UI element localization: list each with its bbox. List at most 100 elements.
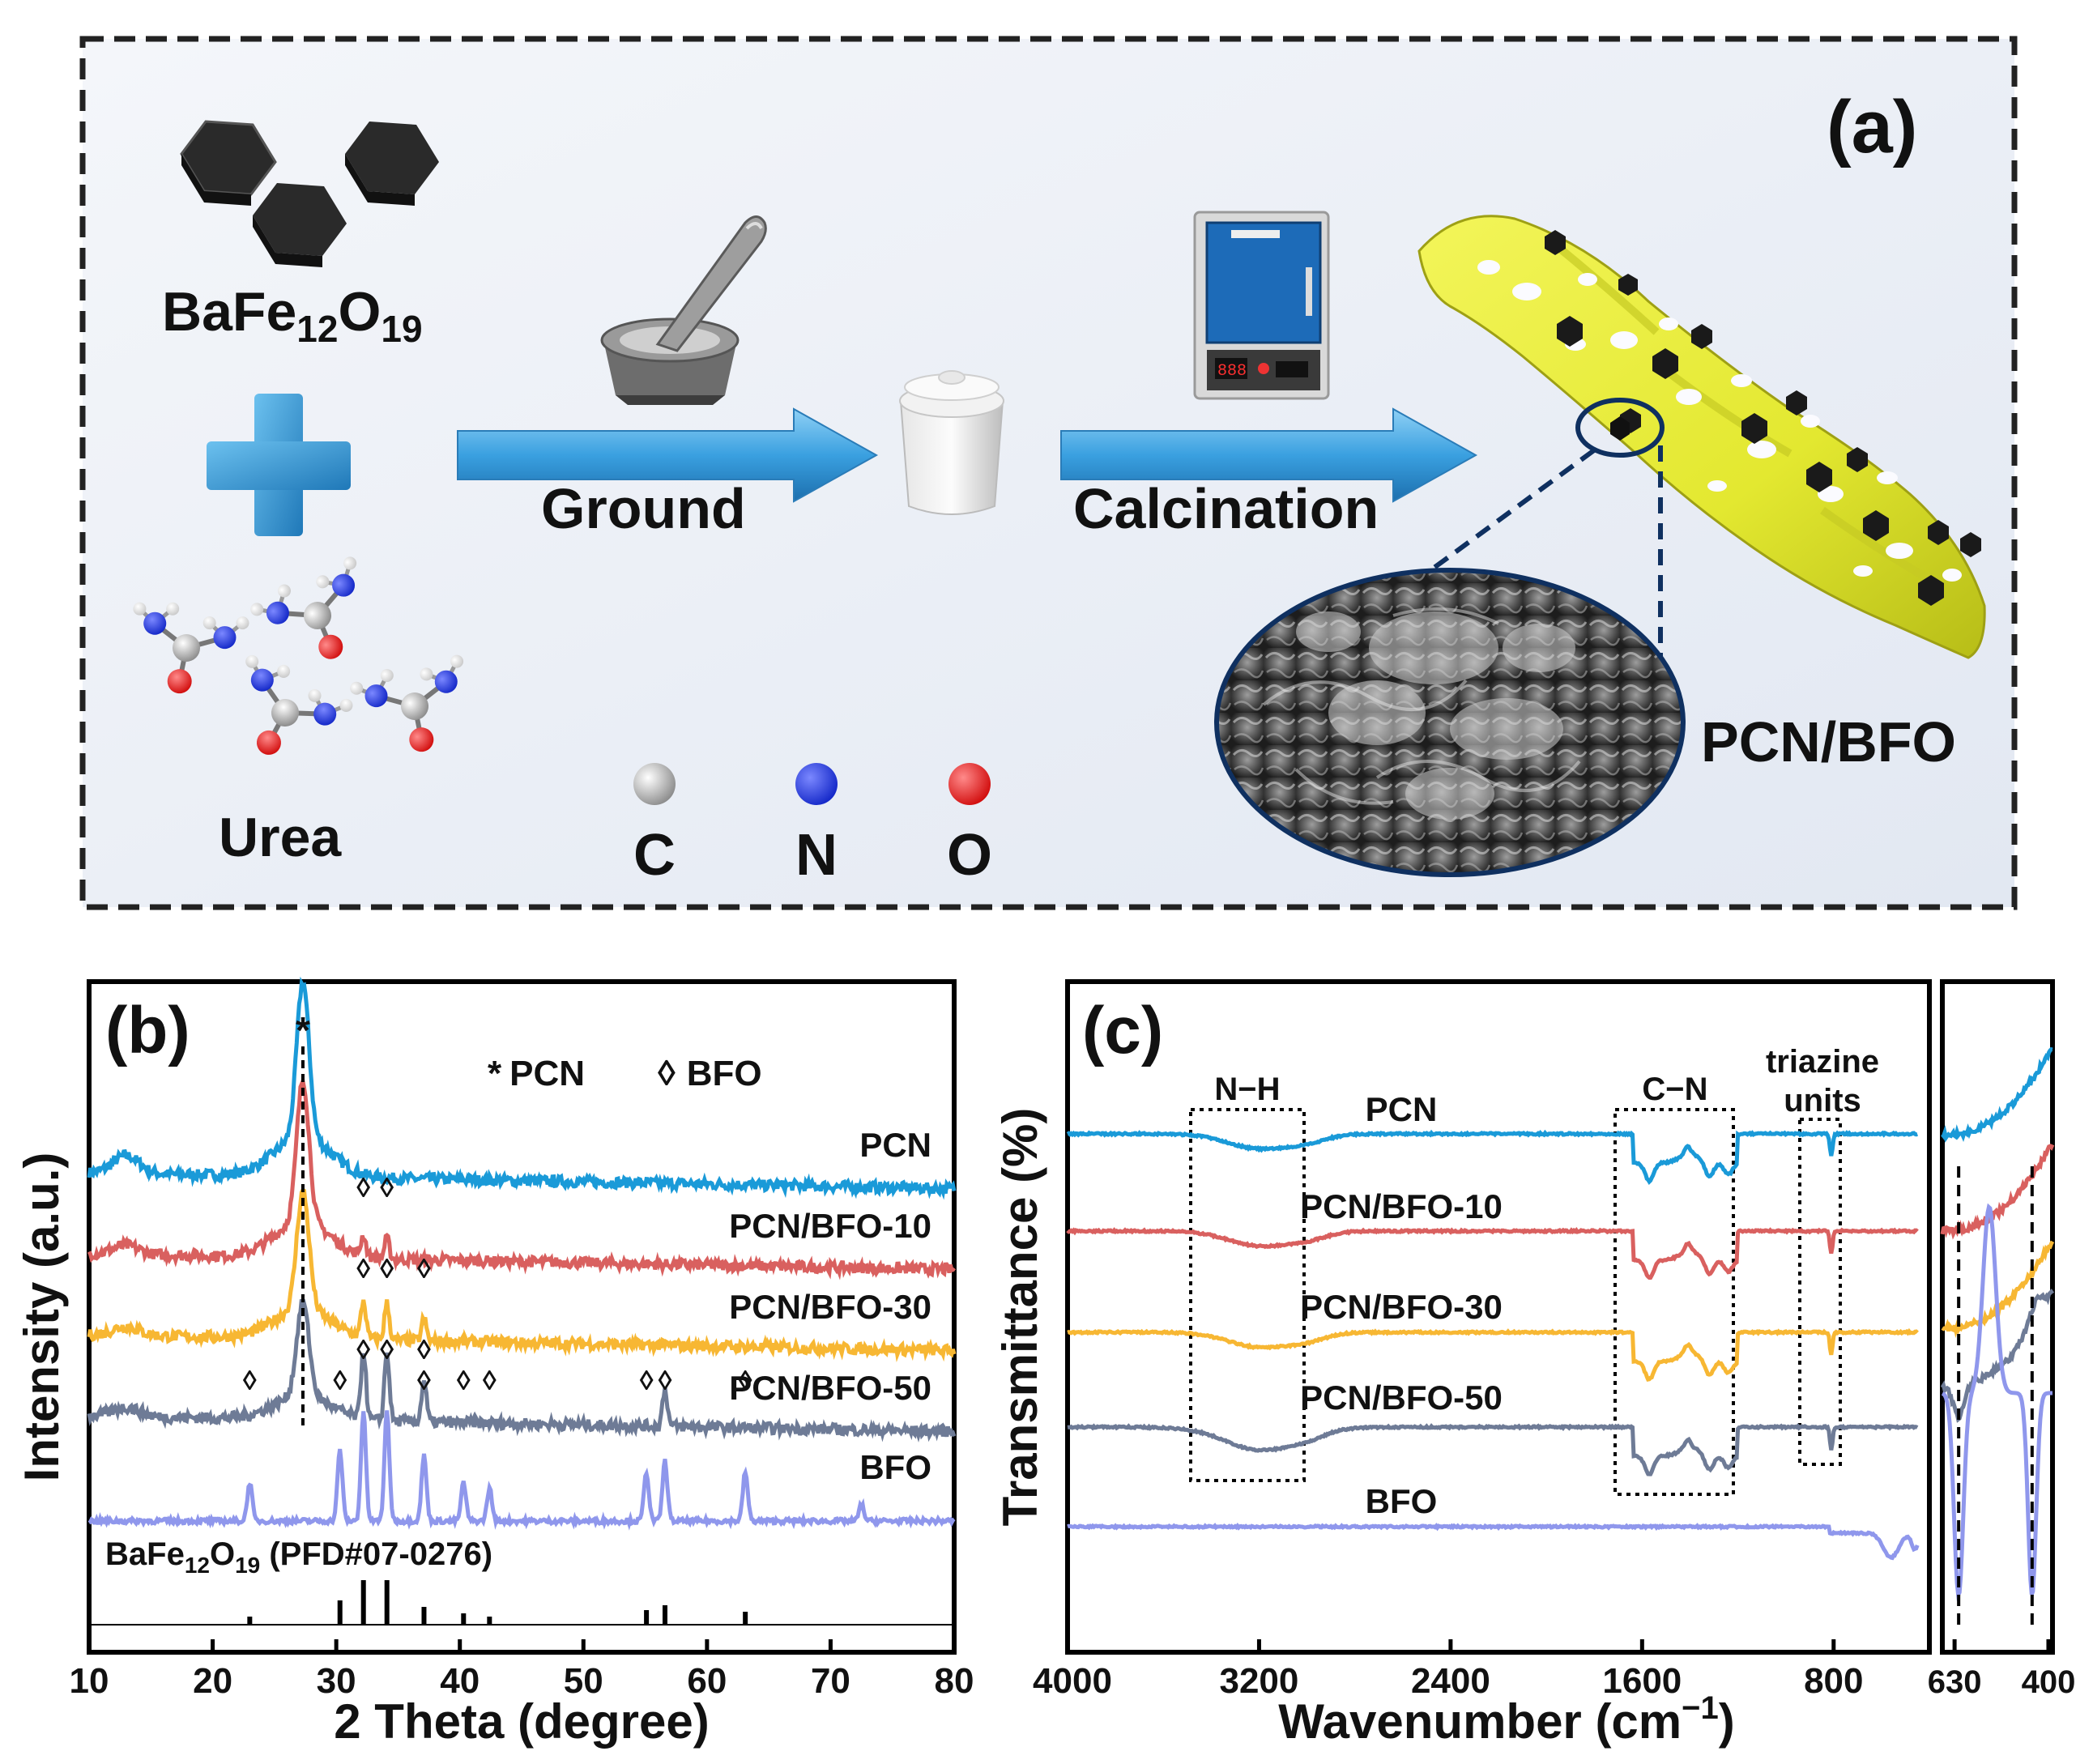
ftir-inset-series	[1940, 1046, 2055, 1628]
zoom-line	[1367, 448, 1596, 618]
ftir-series-label: PCN/BFO-30	[1300, 1288, 1503, 1326]
ftir-series-label: PCN/BFO-10	[1300, 1187, 1503, 1225]
bfo-peak-marker: ◊	[356, 1335, 370, 1366]
ftir-region-boxes	[1189, 1108, 1842, 1496]
reference-label: BaFe12O19 (PFD#07-0276)	[105, 1536, 492, 1578]
x-tick-label: 50	[564, 1661, 603, 1701]
panel-b: (b) * PCN ◊ BFO PCNPCN/BFO-10PCN/BFO-30PCN…	[15, 976, 974, 1749]
xrd-series-group	[87, 976, 957, 1531]
atom-c-label: C	[633, 823, 676, 888]
ftir-series-line	[1066, 1226, 1919, 1280]
x-tick-label: 1600	[1602, 1661, 1682, 1701]
step-ground-label: Ground	[541, 477, 746, 540]
atom-legend: C N O	[633, 763, 992, 888]
carbon-atom-icon	[633, 763, 676, 805]
sem-image	[1214, 568, 1686, 877]
region-box	[1798, 1118, 1842, 1466]
x-axis-ticks: 10 20 30 40 50 60 70 80	[70, 1639, 974, 1701]
step-calcination-label: Calcination	[1073, 477, 1379, 540]
ground-arrow-icon	[457, 407, 879, 503]
xrd-series-label: PCN/BFO-10	[729, 1207, 931, 1245]
x-tick-label: 2400	[1411, 1661, 1490, 1701]
bfo-peak-marker: ◊	[659, 1366, 672, 1396]
furnace-icon: 888	[1193, 211, 1330, 400]
bafe-crystals-icon	[180, 120, 439, 267]
x-tick-label: 4000	[1033, 1661, 1112, 1701]
xrd-series-labels: PCN PCN/BFO-10 PCN/BFO-30 PCN/BFO-50 BFO	[729, 1126, 931, 1486]
x-axis-title: 2 Theta (degree)	[334, 1694, 709, 1749]
bfo-peak-marker: ◊	[417, 1366, 431, 1396]
bfo-peak-marker: ◊	[356, 1173, 370, 1204]
bfo-peak-marker: ◊	[243, 1366, 257, 1396]
x-axis-title: Wavenumber (cm−1)	[1278, 1690, 1735, 1749]
xrd-reference-bars	[89, 1580, 954, 1626]
urea-molecule-icon	[245, 654, 353, 755]
ftir-series-line	[1066, 1129, 1918, 1185]
panel-c-axes	[1065, 979, 1932, 1655]
product-label: PCN/BFO	[1701, 710, 1956, 773]
ftir-inset-line	[1941, 1203, 2053, 1602]
precursor-bafe-label: BaFe12O19	[162, 281, 423, 350]
bfo-peak-marker: ◊	[457, 1366, 471, 1396]
panel-b-label: (b)	[105, 994, 190, 1067]
ftir-series-group	[1066, 1129, 1920, 1561]
atom-o-label: O	[947, 823, 992, 888]
mortar-pestle-icon	[600, 215, 767, 405]
ftir-series-line	[1067, 1327, 1919, 1383]
pcn-bfo-sheet-icon	[1417, 215, 1986, 659]
ftir-inset-line	[1940, 1144, 2055, 1240]
region-box	[1189, 1108, 1306, 1482]
region-box	[1613, 1108, 1735, 1496]
xrd-peak-markers: ◊ ◊◊ ◊ ◊◊ ◊ ◊◊ ◊ ◊ ◊ ◊ ◊ ◊ ◊*	[243, 1009, 752, 1425]
ftir-series-labels: PCN PCN/BFO-10 PCN/BFO-30 PCN/BFO-50 BFO	[1300, 1090, 1503, 1520]
region-nh-label: N−H	[1214, 1072, 1280, 1107]
bfo-peak-marker: ◊	[380, 1173, 394, 1204]
x-tick-label: 40	[440, 1661, 480, 1701]
panel-a-label: (a)	[1827, 86, 1917, 168]
legend-bfo-text: BFO	[687, 1054, 762, 1093]
y-axis-title: Transmittance (%)	[993, 1108, 1047, 1527]
x-tick-label: 70	[811, 1661, 850, 1701]
x-tick-label: 400	[2022, 1664, 2076, 1700]
ftir-inset-line	[1940, 1289, 2055, 1423]
x-tick-label: 3200	[1219, 1661, 1298, 1701]
legend-bfo: ◊ BFO	[658, 1054, 762, 1093]
xrd-series-line	[87, 1074, 957, 1280]
x-tick-label: 30	[317, 1661, 356, 1701]
x-tick-label: 80	[935, 1661, 974, 1701]
ftir-series-line	[1067, 1522, 1920, 1561]
svg-text:888: 888	[1217, 362, 1247, 381]
xrd-series-label: PCN/BFO-50	[729, 1369, 931, 1407]
crucible-icon	[899, 370, 1004, 515]
y-axis-title: Intensity (a.u.)	[15, 1153, 69, 1482]
urea-molecules-icon	[133, 556, 464, 755]
atom-n-label: N	[795, 823, 838, 888]
bfo-peak-marker: ◊	[640, 1366, 654, 1396]
bfo-peak-marker: ◊	[739, 1366, 752, 1396]
xrd-series-line	[87, 1410, 956, 1531]
precursor-urea-label: Urea	[219, 807, 342, 868]
bfo-peak-marker: ◊	[356, 1254, 370, 1285]
xrd-series-label: PCN/BFO-30	[729, 1288, 931, 1326]
bfo-peak-marker: ◊	[333, 1366, 347, 1396]
panel-c-inset-axes	[1940, 979, 2055, 1655]
legend-bfo-marker: ◊	[658, 1054, 676, 1093]
pcn-peak-marker: *	[296, 1009, 310, 1051]
legend-pcn-marker: *	[488, 1054, 502, 1093]
ftir-series-label: PCN	[1366, 1090, 1438, 1128]
panel-c-label: (c)	[1082, 994, 1163, 1067]
ftir-series-label: PCN/BFO-50	[1300, 1378, 1503, 1417]
legend-pcn-text: PCN	[509, 1054, 585, 1093]
xrd-series-line	[87, 1298, 957, 1443]
bfo-peak-marker: ◊	[380, 1335, 394, 1366]
region-cn-label: C−N	[1642, 1072, 1707, 1107]
x-tick-label: 20	[193, 1661, 232, 1701]
urea-molecule-icon	[350, 654, 464, 752]
urea-molecule-icon	[250, 556, 357, 659]
xrd-series-label: BFO	[859, 1448, 931, 1486]
xrd-series-line	[87, 976, 957, 1200]
x-tick-label: 630	[1928, 1664, 1982, 1700]
urea-molecule-icon	[133, 602, 249, 694]
plus-icon	[207, 394, 351, 536]
